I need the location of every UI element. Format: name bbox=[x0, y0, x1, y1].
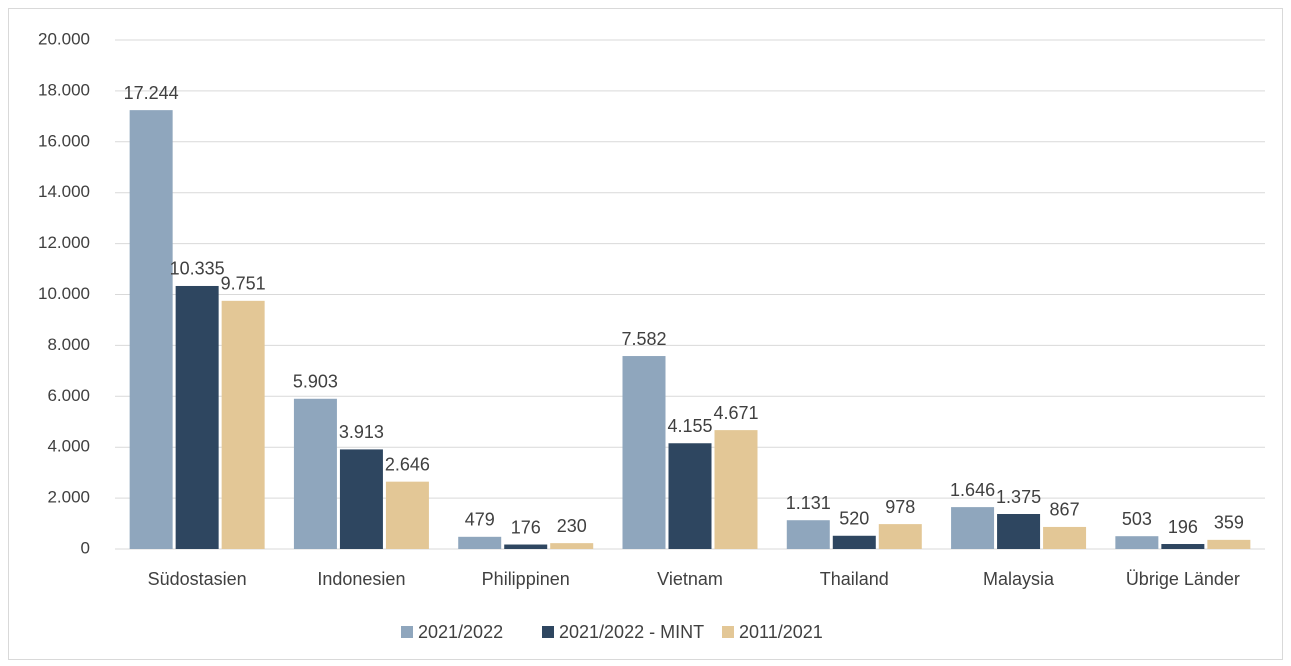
y-tick-label: 14.000 bbox=[38, 182, 90, 201]
y-tick-label: 16.000 bbox=[38, 131, 90, 150]
bar bbox=[786, 520, 830, 549]
y-tick-label: 10.000 bbox=[38, 284, 90, 303]
legend-label: 2021/2022 bbox=[418, 622, 503, 642]
x-tick-label: Philippinen bbox=[482, 569, 570, 589]
y-tick-label: 12.000 bbox=[38, 233, 90, 252]
bar bbox=[668, 443, 712, 549]
data-label: 10.335 bbox=[170, 259, 225, 279]
data-label: 4.671 bbox=[713, 403, 758, 423]
bar bbox=[1207, 539, 1251, 549]
y-tick-label: 6.000 bbox=[47, 386, 90, 405]
data-label: 9.751 bbox=[221, 274, 266, 294]
data-label: 503 bbox=[1122, 509, 1152, 529]
bar bbox=[550, 543, 594, 549]
x-tick-label: Vietnam bbox=[657, 569, 723, 589]
y-tick-label: 4.000 bbox=[47, 437, 90, 456]
bar bbox=[129, 110, 173, 549]
bar bbox=[339, 449, 383, 549]
x-tick-label: Südostasien bbox=[148, 569, 247, 589]
data-label: 1.375 bbox=[996, 487, 1041, 507]
data-label: 479 bbox=[465, 510, 495, 530]
data-label: 4.155 bbox=[667, 416, 712, 436]
bar bbox=[1161, 544, 1205, 549]
x-tick-label: Übrige Länder bbox=[1126, 569, 1240, 589]
y-tick-label: 8.000 bbox=[47, 335, 90, 354]
data-label: 5.903 bbox=[293, 372, 338, 392]
bar bbox=[458, 536, 502, 549]
data-label: 3.913 bbox=[339, 422, 384, 442]
data-label: 230 bbox=[557, 516, 587, 536]
bar bbox=[385, 481, 429, 549]
bar bbox=[714, 430, 758, 549]
bar bbox=[504, 544, 548, 549]
bar bbox=[1043, 526, 1087, 549]
bar bbox=[622, 356, 666, 549]
bar bbox=[832, 535, 876, 549]
bar bbox=[175, 285, 219, 549]
x-tick-label: Malaysia bbox=[983, 569, 1055, 589]
bar bbox=[878, 524, 922, 549]
data-label: 17.244 bbox=[124, 83, 179, 103]
bar bbox=[951, 507, 995, 549]
bar bbox=[293, 398, 337, 549]
data-label: 2.646 bbox=[385, 454, 430, 474]
y-tick-label: 18.000 bbox=[38, 80, 90, 99]
legend-label: 2011/2021 bbox=[739, 622, 823, 642]
bar bbox=[221, 300, 265, 549]
y-tick-label: 2.000 bbox=[47, 488, 90, 507]
x-tick-label: Thailand bbox=[820, 569, 889, 589]
legend-swatch bbox=[401, 626, 413, 638]
data-label: 1.131 bbox=[786, 493, 831, 513]
bar bbox=[1115, 536, 1159, 549]
bar bbox=[997, 514, 1041, 549]
data-label: 359 bbox=[1214, 513, 1244, 533]
data-label: 176 bbox=[511, 517, 541, 537]
chart-border bbox=[8, 8, 1283, 660]
x-tick-label: Indonesien bbox=[317, 569, 405, 589]
data-label: 867 bbox=[1050, 500, 1080, 520]
data-label: 7.582 bbox=[621, 329, 666, 349]
data-label: 196 bbox=[1168, 517, 1198, 537]
legend-label: 2021/2022 - MINT bbox=[559, 622, 704, 642]
y-tick-label: 20.000 bbox=[38, 29, 90, 48]
data-label: 978 bbox=[885, 497, 915, 517]
legend-swatch bbox=[542, 626, 554, 638]
data-label: 1.646 bbox=[950, 480, 995, 500]
legend-swatch bbox=[722, 626, 734, 638]
data-label: 520 bbox=[839, 509, 869, 529]
y-tick-label: 0 bbox=[81, 538, 90, 557]
